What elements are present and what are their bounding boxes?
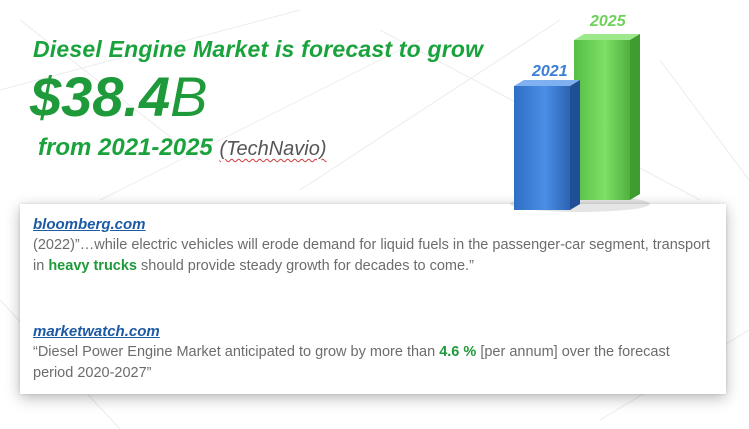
source-link-bloomberg[interactable]: bloomberg.com — [33, 216, 146, 233]
bar-label-2021: 2021 — [531, 63, 568, 80]
quotes-card: bloomberg.com (2022)”…while electric veh… — [20, 204, 726, 394]
period-text: from 2021-2025 — [38, 134, 213, 161]
quote-highlight: heavy trucks — [48, 258, 137, 274]
source-link-marketwatch[interactable]: marketwatch.com — [33, 323, 160, 340]
quote-highlight: 4.6 % — [439, 344, 477, 360]
quote-marketwatch: marketwatch.com “Diesel Power Engine Mar… — [33, 321, 713, 384]
bar-2025 — [574, 34, 640, 200]
growth-bars-graphic: 2021 2025 — [510, 13, 650, 212]
amount-unit: B — [170, 65, 208, 128]
forecast-period: from 2021-2025 (TechNavio) — [38, 134, 327, 162]
quote-text-after: [per annum] over the forecast period 202… — [33, 344, 670, 381]
quote-text-before: “Diesel Power Engine Market anticipated … — [33, 344, 440, 360]
headline-title: Diesel Engine Market is forecast to grow — [33, 36, 484, 62]
bar-2021 — [514, 80, 580, 210]
quote-text-before: (2022)”…while electric vehicles will ero… — [33, 237, 710, 274]
amount-number: $38.4 — [30, 65, 171, 128]
quote-text-after: should provide steady growth for decades… — [137, 258, 474, 274]
period-source: (TechNavio) — [219, 138, 327, 160]
quote-bloomberg: bloomberg.com (2022)”…while electric veh… — [33, 214, 713, 277]
market-amount: $38.4B — [30, 62, 208, 132]
bar-label-2025: 2025 — [589, 13, 627, 30]
